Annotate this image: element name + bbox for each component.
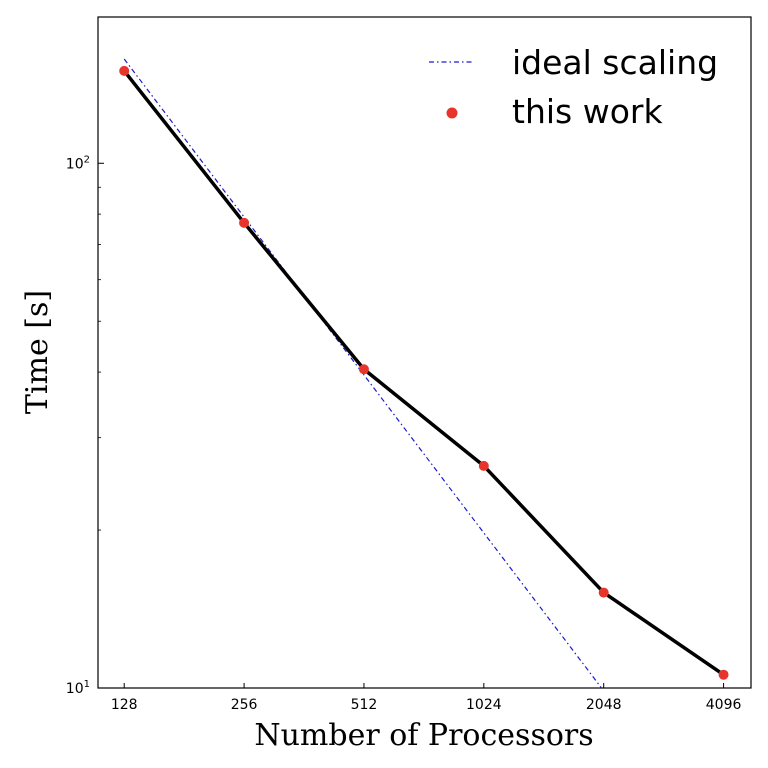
x-tick-label: 128	[111, 697, 138, 713]
x-tick-label: 4096	[706, 697, 742, 713]
x-tick-label: 512	[351, 697, 378, 713]
axis-ticks: 128 256 512 1024 2048 4096 101 102	[66, 154, 742, 713]
x-tick-label: 2048	[586, 697, 622, 713]
x-tick-label: 1024	[466, 697, 502, 713]
legend: ideal scaling this work	[429, 43, 718, 131]
y-axis-title: Time [s]	[20, 290, 55, 414]
this-work-point	[598, 587, 609, 598]
this-work-point	[478, 460, 489, 471]
legend-work-swatch	[446, 107, 458, 119]
x-axis-title: Number of Processors	[254, 718, 593, 753]
this-work-point	[239, 217, 250, 228]
legend-ideal-label: ideal scaling	[512, 43, 718, 82]
this-work-line	[122, 69, 725, 677]
y-tick-label: 102	[66, 154, 90, 172]
series-layer	[119, 58, 729, 688]
ideal-scaling-line	[123, 58, 603, 688]
this-work-point	[119, 65, 130, 76]
y-tick-label: 101	[66, 679, 90, 697]
this-work-point	[358, 364, 369, 375]
this-work-point	[718, 669, 729, 680]
x-tick-label: 256	[231, 697, 258, 713]
plot-frame	[97, 16, 752, 689]
legend-work-label: this work	[512, 92, 663, 131]
